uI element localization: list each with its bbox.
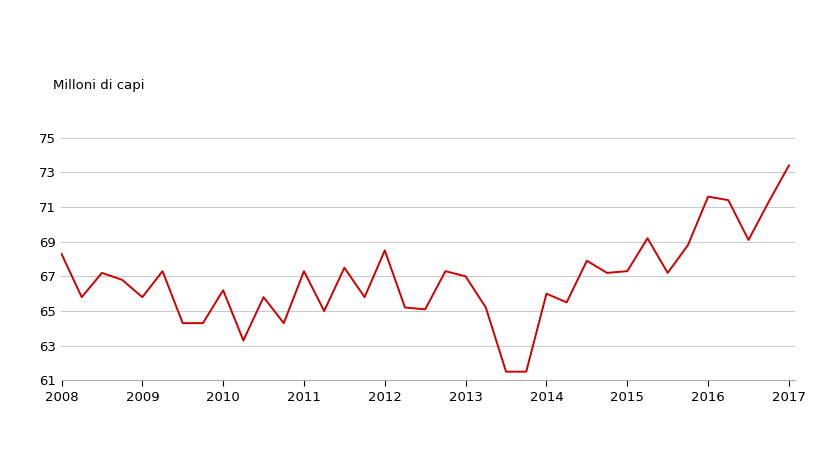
Text: Milloni di capi: Milloni di capi	[53, 79, 145, 92]
